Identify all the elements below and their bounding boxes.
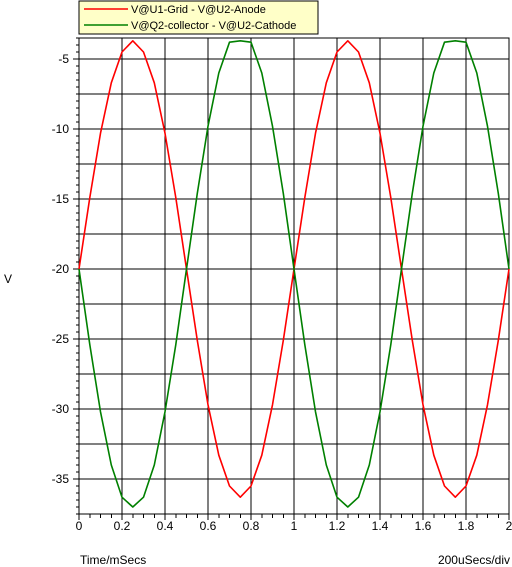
legend: V@U1-Grid - V@U2-Anode V@Q2-collector - V… [78,0,319,35]
y-tick-label: -30 [52,402,70,416]
y-tick-label: -25 [52,332,70,346]
series-line-2 [78,39,510,508]
x-tick-label: 1.4 [372,519,389,533]
y-tick-label: -20 [52,262,70,276]
y-tick-label: -10 [52,122,70,136]
y-axis-title: V [4,272,12,286]
x-tick-label: 0.2 [114,519,131,533]
x-tick-label: 1.2 [329,519,346,533]
x-division-label: 200uSecs/div [438,553,510,567]
x-tick-label: 0.6 [200,519,217,533]
y-tick-label: -35 [52,472,70,486]
legend-box [78,0,319,35]
x-tick-label: 1.8 [458,519,475,533]
y-tick-label: -15 [52,192,70,206]
x-tick-label: 0 [76,519,83,533]
legend-label: V@Q2-collector - V@U2-Cathode [131,20,296,32]
x-tick-label: 0.8 [243,519,260,533]
grid [73,37,510,520]
legend-label: V@U1-Grid - V@U2-Anode [131,4,266,16]
x-tick-label: 1 [291,519,298,533]
x-tick-label: 1.6 [415,519,432,533]
x-axis-title: Time/mSecs [80,553,146,567]
x-tick-label: 0.4 [157,519,174,533]
plot-frame [78,37,510,515]
y-tick-label: -5 [58,52,69,66]
tick-labels: 0 0.2 0.4 0.6 0.8 1 1.2 1.4 1.6 1.8 2 -5 -10 -15 -20 -2… [52,52,512,533]
x-tick-label: 2 [506,519,512,533]
series-group [78,39,510,508]
